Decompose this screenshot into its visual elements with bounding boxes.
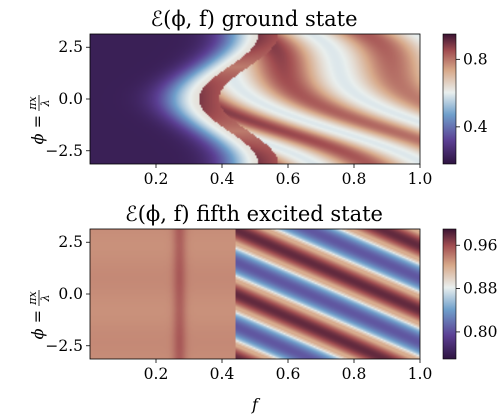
y-tick-label-excited: 0.0 bbox=[58, 285, 83, 303]
y-tick-label-ground: 2.5 bbox=[58, 38, 83, 56]
x-ticks-excited: 0.2 0.4 0.6 0.8 1.0 bbox=[144, 359, 433, 383]
heatmap-fifth-excited-state bbox=[90, 229, 420, 359]
x-tick-label-ground: 1.0 bbox=[408, 170, 433, 188]
colorbar-tick-label-ground: 0.4 bbox=[463, 118, 488, 136]
x-tick-label-ground: 0.6 bbox=[276, 170, 301, 188]
colorbar-tick-label-ground: 0.8 bbox=[463, 50, 488, 68]
y-axis-label-den-ground: λ bbox=[39, 100, 52, 108]
y-axis-label-ground: ϕ = πx λ bbox=[26, 95, 52, 144]
colorbar-ticks-excited: 0.96 0.88 0.80 bbox=[456, 236, 498, 341]
y-axis-label-den-excited: λ bbox=[39, 295, 52, 303]
chart-title-ground: ℰ(ϕ, f) ground state bbox=[150, 7, 357, 31]
y-ticks-excited: 2.5 0.0 −2.5 bbox=[45, 233, 90, 355]
y-axis-label-num-excited: πx bbox=[26, 290, 39, 305]
y-ticks-ground: 2.5 0.0 −2.5 bbox=[45, 38, 90, 160]
colorbar-ground bbox=[442, 33, 457, 165]
x-ticks-ground: 0.2 0.4 0.6 0.8 1.0 bbox=[144, 164, 433, 188]
panel-ground-state: ℰ(ϕ, f) ground state 0.2 0.4 0.6 0.8 1.0 2.5… bbox=[26, 7, 488, 188]
x-axis-label-excited: f bbox=[251, 395, 261, 414]
colorbar-tick-label-excited: 0.88 bbox=[463, 280, 498, 298]
x-tick-label-excited: 0.8 bbox=[342, 365, 367, 383]
y-tick-label-ground: 0.0 bbox=[58, 90, 83, 108]
x-tick-label-ground: 0.4 bbox=[210, 170, 235, 188]
x-tick-label-excited: 1.0 bbox=[408, 365, 433, 383]
y-axis-label-lhs-excited: ϕ = bbox=[28, 310, 47, 339]
y-axis-label-lhs-ground: ϕ = bbox=[28, 115, 47, 144]
x-tick-label-excited: 0.2 bbox=[144, 365, 169, 383]
chart-title-excited: ℰ(ϕ, f) fifth excited state bbox=[125, 202, 383, 226]
colorbar-tick-label-excited: 0.80 bbox=[463, 323, 498, 341]
y-axis-label-excited: ϕ = πx λ bbox=[26, 290, 52, 339]
colorbar-ticks-ground: 0.8 0.4 bbox=[456, 50, 488, 136]
heatmap-ground-state bbox=[90, 34, 420, 164]
x-tick-label-excited: 0.4 bbox=[210, 365, 235, 383]
y-tick-label-excited: −2.5 bbox=[45, 337, 83, 355]
panel-fifth-excited-state: ℰ(ϕ, f) fifth excited state 0.2 0.4 0.6 0.8… bbox=[26, 202, 498, 414]
colorbar-excited bbox=[442, 228, 457, 360]
x-tick-label-ground: 0.8 bbox=[342, 170, 367, 188]
x-tick-label-ground: 0.2 bbox=[144, 170, 169, 188]
x-tick-label-excited: 0.6 bbox=[276, 365, 301, 383]
colorbar-tick-label-excited: 0.96 bbox=[463, 236, 498, 254]
y-axis-label-num-ground: πx bbox=[26, 95, 39, 110]
y-tick-label-excited: 2.5 bbox=[58, 233, 83, 251]
y-tick-label-ground: −2.5 bbox=[45, 142, 83, 160]
